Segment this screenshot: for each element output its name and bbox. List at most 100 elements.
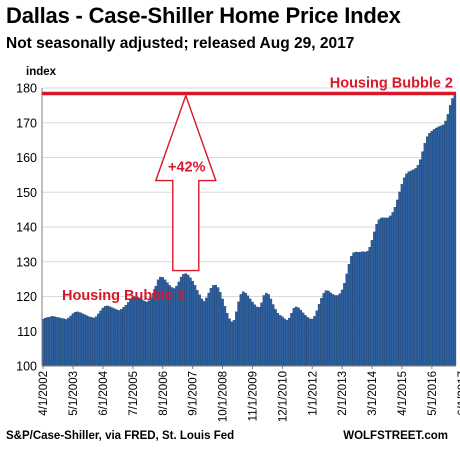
bar <box>115 309 119 367</box>
bar <box>248 298 252 367</box>
change-label: +42% <box>168 160 206 176</box>
bar <box>214 284 217 367</box>
bar <box>347 264 351 367</box>
bar <box>126 302 130 367</box>
bar <box>425 136 429 367</box>
bar <box>315 310 319 367</box>
bar <box>271 304 275 367</box>
bar <box>117 310 121 367</box>
bar <box>57 317 61 367</box>
x-tick-label: 5/1/2003 <box>68 371 80 416</box>
x-tick-label: 11/1/2009 <box>247 371 259 421</box>
bar <box>320 298 323 367</box>
bar <box>235 311 238 367</box>
bar <box>78 312 82 367</box>
bar <box>51 316 54 367</box>
bar <box>103 306 107 367</box>
bar <box>124 305 128 367</box>
bar <box>299 309 303 367</box>
bar <box>405 173 408 367</box>
y-tick-label: 110 <box>17 325 37 339</box>
bar <box>421 151 424 367</box>
bar <box>274 309 277 367</box>
x-tick-label: 6/1/2004 <box>98 370 110 415</box>
bar <box>136 297 139 367</box>
bar <box>354 251 358 367</box>
x-tick-label: 12/1/2010 <box>277 371 289 422</box>
y-tick-labels: 100 110 120 130 140 150 160 170 180 index <box>16 66 56 374</box>
bar <box>258 307 261 367</box>
bar <box>80 313 84 367</box>
bar <box>278 315 282 367</box>
bar <box>398 191 401 367</box>
bubble2-label: Housing Bubble 2 <box>330 76 453 92</box>
bar <box>379 217 383 367</box>
bar <box>244 292 247 367</box>
y-tick-label: 160 <box>16 151 37 165</box>
bar <box>251 301 254 367</box>
bar <box>396 199 399 367</box>
bar <box>324 290 328 367</box>
bar <box>361 251 365 367</box>
bar <box>391 212 395 367</box>
x-tick-label: 4/1/2015 <box>397 371 409 416</box>
bar <box>221 298 224 367</box>
bar <box>428 133 431 367</box>
bar <box>322 293 326 367</box>
bar <box>419 159 422 367</box>
bar <box>444 120 447 367</box>
bar <box>373 231 376 367</box>
bar <box>67 317 70 367</box>
bar <box>76 311 79 367</box>
brand-label: WOLFSTREET.com <box>343 430 448 442</box>
bar <box>262 295 266 367</box>
y-tick-label: 100 <box>16 360 37 374</box>
bar <box>442 124 445 367</box>
bar <box>389 215 392 367</box>
bubble1-label: Housing Bubble 1 <box>62 288 185 304</box>
bar <box>237 301 240 367</box>
bar <box>414 168 418 367</box>
bar <box>218 292 222 367</box>
bar <box>386 217 390 367</box>
x-tick-label: 2/1/2013 <box>337 371 349 416</box>
bar <box>212 285 215 367</box>
bar <box>269 298 273 367</box>
bar <box>99 310 102 367</box>
bar <box>131 297 135 367</box>
bar <box>283 318 286 367</box>
bar <box>225 313 229 367</box>
bar <box>193 285 197 367</box>
bar <box>101 307 105 367</box>
bar <box>44 317 47 367</box>
bar <box>133 296 137 367</box>
bar <box>336 295 339 367</box>
bar <box>377 219 381 367</box>
bar <box>94 316 98 367</box>
bar <box>287 317 291 367</box>
bar <box>267 294 270 367</box>
bar <box>191 281 194 367</box>
bar <box>329 292 332 367</box>
bar <box>140 299 144 367</box>
bar <box>285 319 289 367</box>
bar <box>143 300 146 367</box>
bar <box>106 305 109 367</box>
bar <box>239 294 243 367</box>
bar <box>55 317 59 367</box>
y-tick-label: 120 <box>16 290 37 304</box>
bar <box>281 316 284 367</box>
bar <box>129 299 132 367</box>
bar <box>416 164 420 367</box>
bar <box>382 217 385 367</box>
bar <box>327 290 330 367</box>
x-tick-label: 7/1/2005 <box>128 371 140 416</box>
chart-subtitle: Not seasonally adjusted; released Aug 29… <box>6 35 355 52</box>
bar <box>46 317 50 367</box>
x-tick-label: 5/1/2016 <box>427 371 439 416</box>
bar <box>232 319 236 367</box>
bar <box>74 311 77 367</box>
bar <box>87 316 91 367</box>
bar <box>439 125 443 367</box>
increase-arrow <box>154 93 217 272</box>
